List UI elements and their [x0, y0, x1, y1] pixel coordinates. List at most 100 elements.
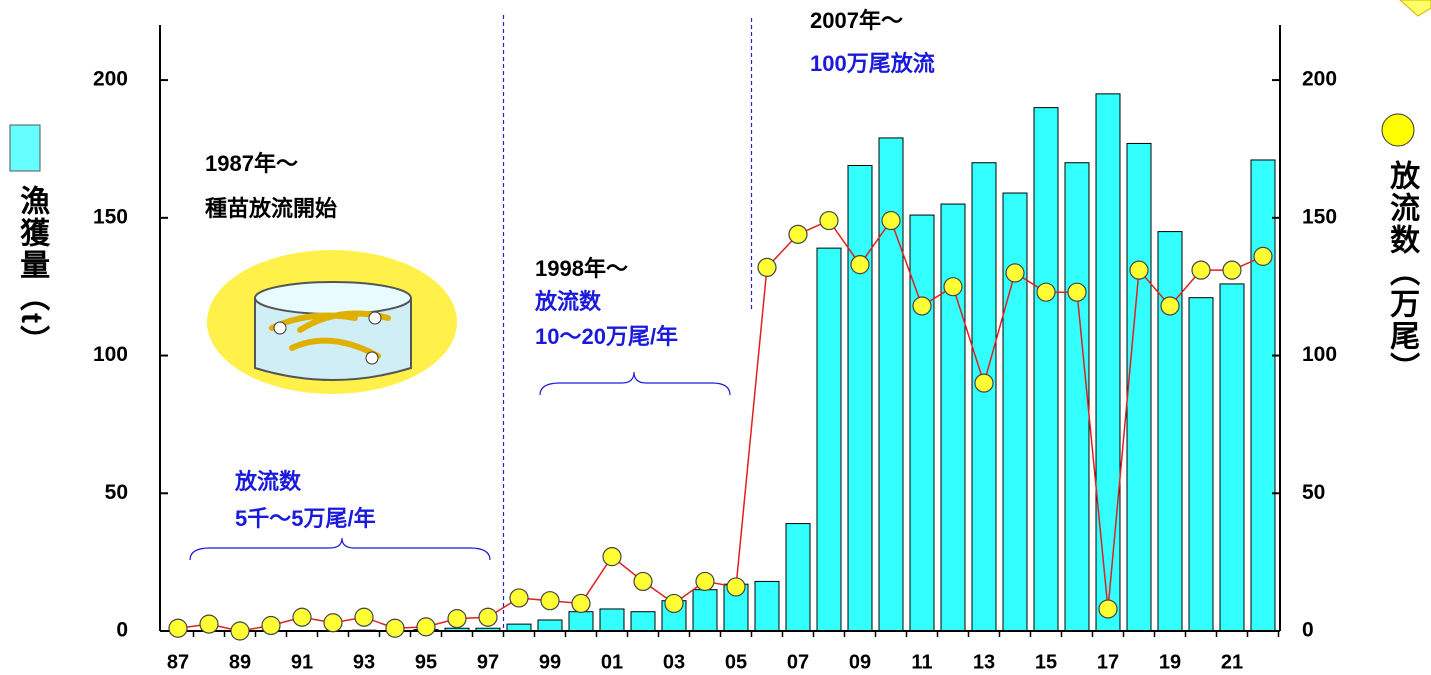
x-tick-label: 15: [1035, 651, 1057, 673]
x-tick-label: 95: [415, 651, 437, 673]
y2-tick-label: 50: [1302, 481, 1325, 504]
bar: [1002, 192, 1028, 632]
y-axis-title: 漁獲量（t）: [15, 185, 50, 357]
legend-swatch: [1381, 113, 1415, 147]
marker: [974, 373, 994, 393]
marker: [1222, 260, 1242, 280]
bar: [1188, 297, 1214, 632]
bar: [909, 214, 935, 632]
marker: [1160, 296, 1180, 316]
marker: [788, 224, 808, 244]
annotation: 種苗放流開始: [205, 196, 337, 221]
y2-tick-label: 200: [1302, 68, 1337, 91]
bar: [940, 203, 966, 632]
marker: [354, 607, 374, 627]
x-tick-label: 87: [167, 651, 189, 673]
bar: [1126, 142, 1152, 632]
bar: [847, 164, 873, 632]
annotation: 1998年～: [535, 256, 628, 281]
bar: [1095, 93, 1121, 632]
marker: [540, 591, 560, 611]
brace: [539, 371, 731, 396]
bar: [785, 523, 811, 632]
bar: [630, 611, 656, 632]
marker: [633, 571, 653, 592]
x-tick-label: 19: [1159, 651, 1181, 673]
x-tick-label: 13: [973, 651, 995, 673]
x-tick-label: 91: [291, 651, 313, 673]
marker: [447, 609, 467, 629]
bar: [599, 608, 625, 632]
bar: [692, 589, 718, 632]
marker: [292, 607, 312, 627]
x-tick-label: 97: [477, 651, 499, 673]
bar: [537, 619, 563, 632]
illustration: [207, 250, 457, 394]
marker: [199, 614, 219, 634]
marker: [323, 613, 343, 633]
x-tick-label: 99: [539, 651, 561, 673]
y-tick-label: 100: [93, 343, 128, 366]
marker: [881, 210, 901, 231]
marker: [1005, 263, 1025, 283]
y2-axis-title: 放流数（万尾）: [1385, 160, 1421, 384]
bar: [1157, 231, 1183, 632]
marker: [1129, 260, 1149, 280]
marker: [571, 593, 591, 614]
annotation: 1987年～: [205, 151, 298, 176]
marker: [1191, 260, 1211, 280]
x-tick-label: 03: [663, 651, 685, 673]
marker: [1098, 599, 1118, 619]
bar: [1033, 107, 1059, 632]
marker: [1067, 282, 1087, 302]
marker: [168, 618, 188, 638]
marker: [385, 618, 405, 638]
legend-swatch: [9, 124, 41, 172]
x-tick-label: 07: [787, 651, 809, 673]
marker: [1253, 246, 1273, 266]
annotation: 10～20万尾/年: [535, 324, 678, 349]
annotation: 放流数: [234, 469, 302, 494]
marker: [850, 255, 870, 275]
marker: [230, 621, 250, 641]
bar: [816, 247, 842, 632]
y2-tick-label: 100: [1302, 343, 1337, 366]
marker: [726, 577, 746, 597]
marker: [1036, 282, 1056, 302]
bar: [1064, 162, 1090, 632]
x-tick-label: 21: [1221, 651, 1243, 673]
marker: [664, 593, 684, 614]
marker: [602, 547, 622, 567]
bar: [1250, 159, 1276, 632]
marker: [943, 277, 963, 297]
bar: [754, 580, 780, 632]
annotation: 放流数: [534, 289, 602, 314]
x-tick-label: 89: [229, 651, 251, 673]
marker: [416, 617, 436, 637]
corner-decoration: [1399, 0, 1431, 17]
bar: [1219, 283, 1245, 632]
x-tick-label: 01: [601, 651, 623, 673]
x-tick-label: 11: [911, 651, 932, 673]
annotation: 100万尾放流: [810, 51, 935, 76]
x-tick-label: 09: [849, 651, 871, 673]
marker: [261, 615, 281, 636]
y2-tick-label: 150: [1302, 205, 1337, 228]
brace: [189, 537, 491, 561]
bar: [971, 162, 997, 632]
marker: [819, 210, 839, 231]
annotation: 2007年～: [810, 8, 903, 33]
x-tick-label: 05: [725, 651, 747, 673]
y-tick-label: 200: [93, 68, 128, 91]
bar: [506, 623, 532, 632]
y2-tick-label: 0: [1302, 619, 1314, 642]
y-tick-label: 50: [105, 481, 128, 504]
marker: [478, 607, 498, 627]
marker: [912, 296, 932, 316]
bar: [568, 611, 594, 632]
y-tick-label: 0: [116, 619, 128, 642]
x-tick-label: 17: [1097, 651, 1119, 673]
marker: [695, 571, 715, 592]
y-tick-label: 150: [93, 205, 128, 228]
